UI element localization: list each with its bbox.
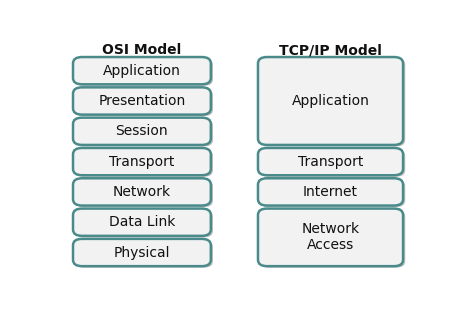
Text: Physical: Physical <box>114 246 170 259</box>
FancyBboxPatch shape <box>73 118 211 145</box>
FancyBboxPatch shape <box>75 240 213 268</box>
FancyBboxPatch shape <box>75 150 213 177</box>
Text: Application: Application <box>103 64 181 78</box>
FancyBboxPatch shape <box>258 148 403 175</box>
Text: Data Link: Data Link <box>109 215 175 229</box>
FancyBboxPatch shape <box>73 148 211 175</box>
FancyBboxPatch shape <box>260 210 405 268</box>
FancyBboxPatch shape <box>260 59 405 146</box>
FancyBboxPatch shape <box>75 119 213 146</box>
Text: Transport: Transport <box>298 154 363 169</box>
Text: Internet: Internet <box>303 185 358 199</box>
FancyBboxPatch shape <box>75 89 213 116</box>
Text: Presentation: Presentation <box>98 94 185 108</box>
Text: Transport: Transport <box>109 154 175 169</box>
FancyBboxPatch shape <box>75 180 213 207</box>
Text: Network: Network <box>113 185 171 199</box>
Text: Application: Application <box>292 94 369 108</box>
FancyBboxPatch shape <box>73 209 211 236</box>
Text: Network
Access: Network Access <box>301 222 359 253</box>
FancyBboxPatch shape <box>260 150 405 177</box>
FancyBboxPatch shape <box>258 178 403 206</box>
Text: OSI Model: OSI Model <box>102 43 182 57</box>
FancyBboxPatch shape <box>260 180 405 207</box>
FancyBboxPatch shape <box>75 59 213 86</box>
Text: Session: Session <box>116 124 168 138</box>
FancyBboxPatch shape <box>258 209 403 266</box>
FancyBboxPatch shape <box>73 239 211 266</box>
FancyBboxPatch shape <box>73 57 211 84</box>
FancyBboxPatch shape <box>73 87 211 114</box>
FancyBboxPatch shape <box>258 57 403 145</box>
FancyBboxPatch shape <box>75 210 213 237</box>
FancyBboxPatch shape <box>73 178 211 206</box>
Text: TCP/IP Model: TCP/IP Model <box>279 43 382 57</box>
